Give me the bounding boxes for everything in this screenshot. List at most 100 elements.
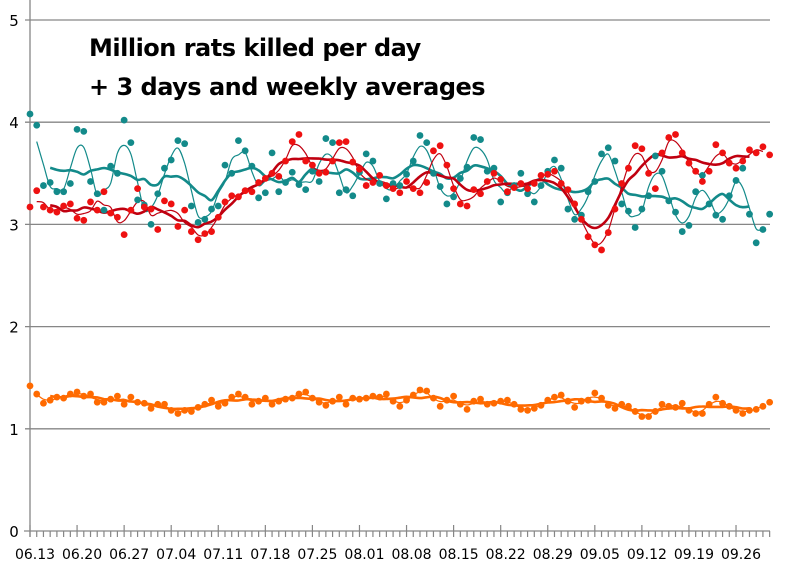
teal-data-point — [551, 156, 558, 164]
orange-data-point — [329, 397, 336, 405]
red-data-point — [241, 187, 249, 195]
orange-data-point — [524, 407, 531, 414]
teal-data-point — [604, 144, 612, 152]
x-tick-label: 08.29 — [533, 547, 573, 563]
red-data-point — [107, 209, 115, 217]
teal-data-point — [174, 137, 182, 144]
orange-data-point — [409, 391, 417, 399]
red-data-point — [436, 142, 444, 150]
teal-data-point — [362, 150, 370, 158]
teal-data-point — [228, 169, 236, 177]
teal-data-point — [416, 132, 424, 139]
red-data-point — [389, 185, 397, 193]
teal-data-point — [60, 188, 68, 196]
orange-data-point — [369, 392, 377, 400]
orange-data-point — [571, 403, 579, 411]
red-data-point — [235, 193, 242, 201]
teal-data-point — [194, 218, 202, 226]
teal-data-point — [672, 208, 679, 216]
red-data-point — [577, 215, 585, 223]
orange-data-point — [194, 403, 202, 411]
teal-data-point — [376, 180, 384, 187]
y-tick-label: 2 — [9, 319, 19, 337]
teal-data-point — [699, 171, 706, 179]
teal-data-point — [611, 157, 619, 165]
orange-data-point — [181, 407, 189, 414]
red-data-point — [147, 205, 155, 213]
orange-data-point — [174, 410, 182, 417]
y-tick-label: 5 — [9, 12, 19, 30]
red-data-point — [362, 182, 370, 189]
orange-data-point — [725, 402, 733, 410]
orange-data-point — [134, 398, 141, 406]
red-data-point — [356, 165, 363, 173]
orange-data-point — [80, 392, 88, 400]
y-tick-labels: 0 1 2 3 4 5 — [9, 12, 19, 541]
red-data-point — [201, 230, 209, 237]
y-tick-label: 1 — [9, 421, 19, 439]
teal-data-point — [759, 226, 767, 233]
red-data-point — [665, 134, 673, 141]
orange-data-point — [430, 394, 437, 402]
x-tick-label: 09.26 — [721, 547, 761, 563]
teal-data-point — [329, 139, 336, 147]
red-data-point — [342, 138, 350, 146]
orange-data-point — [665, 402, 673, 410]
red-data-point — [530, 180, 538, 187]
orange-data-point — [611, 404, 619, 412]
red-data-point — [416, 189, 424, 197]
teal-data-point — [685, 222, 693, 229]
red-data-point — [618, 180, 626, 187]
red-data-point — [551, 167, 558, 175]
red-data-point — [759, 143, 767, 151]
teal-data-point — [382, 195, 390, 203]
chart-subtitle: + 3 days and weekly averages — [89, 73, 486, 101]
orange-data-point — [382, 390, 390, 398]
red-data-point — [470, 186, 478, 194]
red-data-point — [504, 188, 511, 196]
orange-data-point — [261, 394, 269, 402]
teal-data-point — [322, 135, 330, 142]
orange-data-point — [248, 400, 256, 408]
teal-data-point — [40, 182, 47, 189]
orange-data-point — [376, 393, 384, 401]
x-tick-labels: 06.13 06.20 06.27 07.04 07.11 07.18 07.25 08.01… — [15, 547, 761, 563]
teal-data-point — [591, 178, 599, 185]
teal-data-point — [147, 221, 155, 228]
orange-data-point — [551, 393, 558, 401]
red-data-point — [275, 172, 283, 180]
red-data-point — [490, 169, 498, 177]
teal-data-point — [114, 169, 121, 177]
red-data-point — [268, 169, 276, 177]
orange-data-point — [214, 402, 222, 410]
teal-data-point — [335, 189, 343, 197]
orange-data-point — [120, 400, 128, 408]
teal-data-point — [127, 139, 135, 147]
red-data-point — [302, 157, 310, 165]
orange-data-point — [66, 390, 74, 398]
teal-data-point — [66, 180, 74, 187]
red-data-point — [114, 213, 121, 221]
y-tick-label: 0 — [9, 523, 19, 541]
red-data-point — [87, 198, 94, 206]
red-data-point — [349, 158, 357, 166]
red-data-point — [604, 229, 612, 236]
orange-data-point — [282, 395, 289, 403]
teal-data-point — [665, 197, 673, 205]
red-data-point — [584, 233, 592, 241]
teal-data-point — [275, 188, 283, 196]
red-data-point — [288, 138, 296, 146]
red-data-point — [376, 171, 384, 179]
y-tick-label: 3 — [9, 216, 19, 234]
red-data-point — [221, 198, 229, 206]
orange-data-point — [221, 399, 229, 407]
orange-data-point — [456, 400, 464, 408]
x-tick-label: 08.15 — [439, 547, 479, 563]
orange-data-point — [631, 408, 639, 415]
red-data-point — [510, 184, 518, 192]
teal-data-point — [134, 196, 141, 204]
teal-data-point — [315, 178, 323, 185]
red-data-point — [423, 179, 431, 186]
data-points — [26, 110, 774, 420]
